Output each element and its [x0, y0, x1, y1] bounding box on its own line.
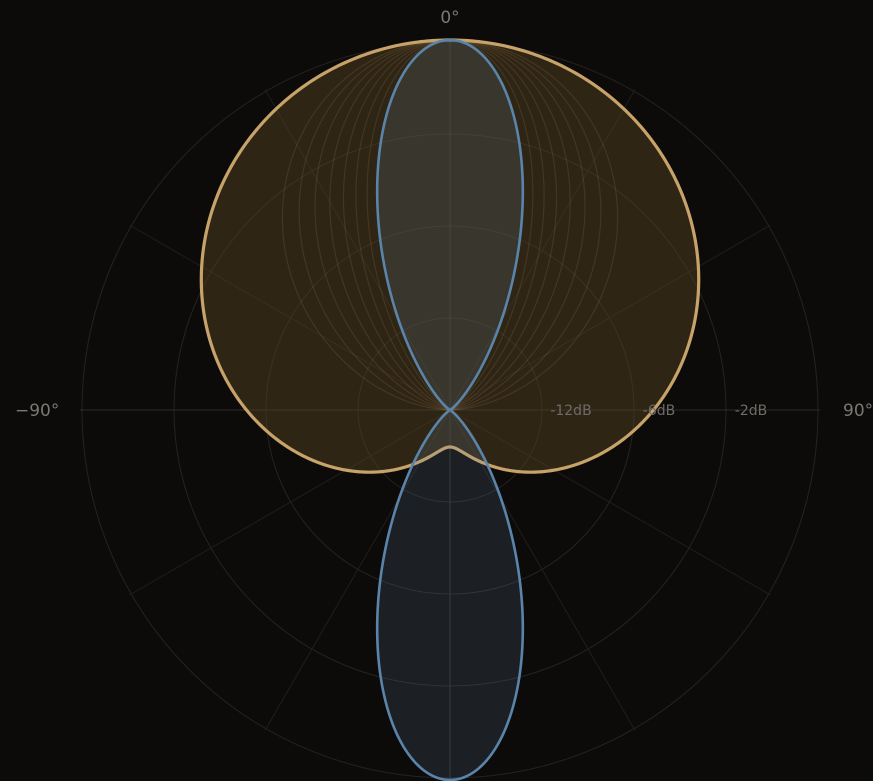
series-wide-line [199, 38, 701, 474]
ring-label-minus-12db: -12dB [550, 403, 591, 419]
grid-spoke-330 [264, 89, 451, 411]
angle-label-minus-90: −90° [15, 401, 59, 421]
ring-label-minus-6db: -6dB [643, 403, 675, 419]
series-narrow-line [375, 38, 525, 781]
grid-spoke-120 [449, 409, 771, 596]
grid-spoke-60 [449, 224, 771, 411]
label-layer: 0° −90° 90° -12dB -6dB -2dB [15, 8, 873, 421]
ring-label-minus-2db: -2dB [735, 403, 767, 419]
grid-spoke-30 [449, 89, 636, 411]
series-layer [199, 38, 701, 781]
angle-label-90: 90° [843, 401, 873, 421]
grid-spoke-300 [129, 224, 451, 411]
series-wide-fill [201, 40, 699, 473]
angle-label-0: 0° [440, 8, 459, 28]
grid-spoke-240 [129, 409, 451, 596]
